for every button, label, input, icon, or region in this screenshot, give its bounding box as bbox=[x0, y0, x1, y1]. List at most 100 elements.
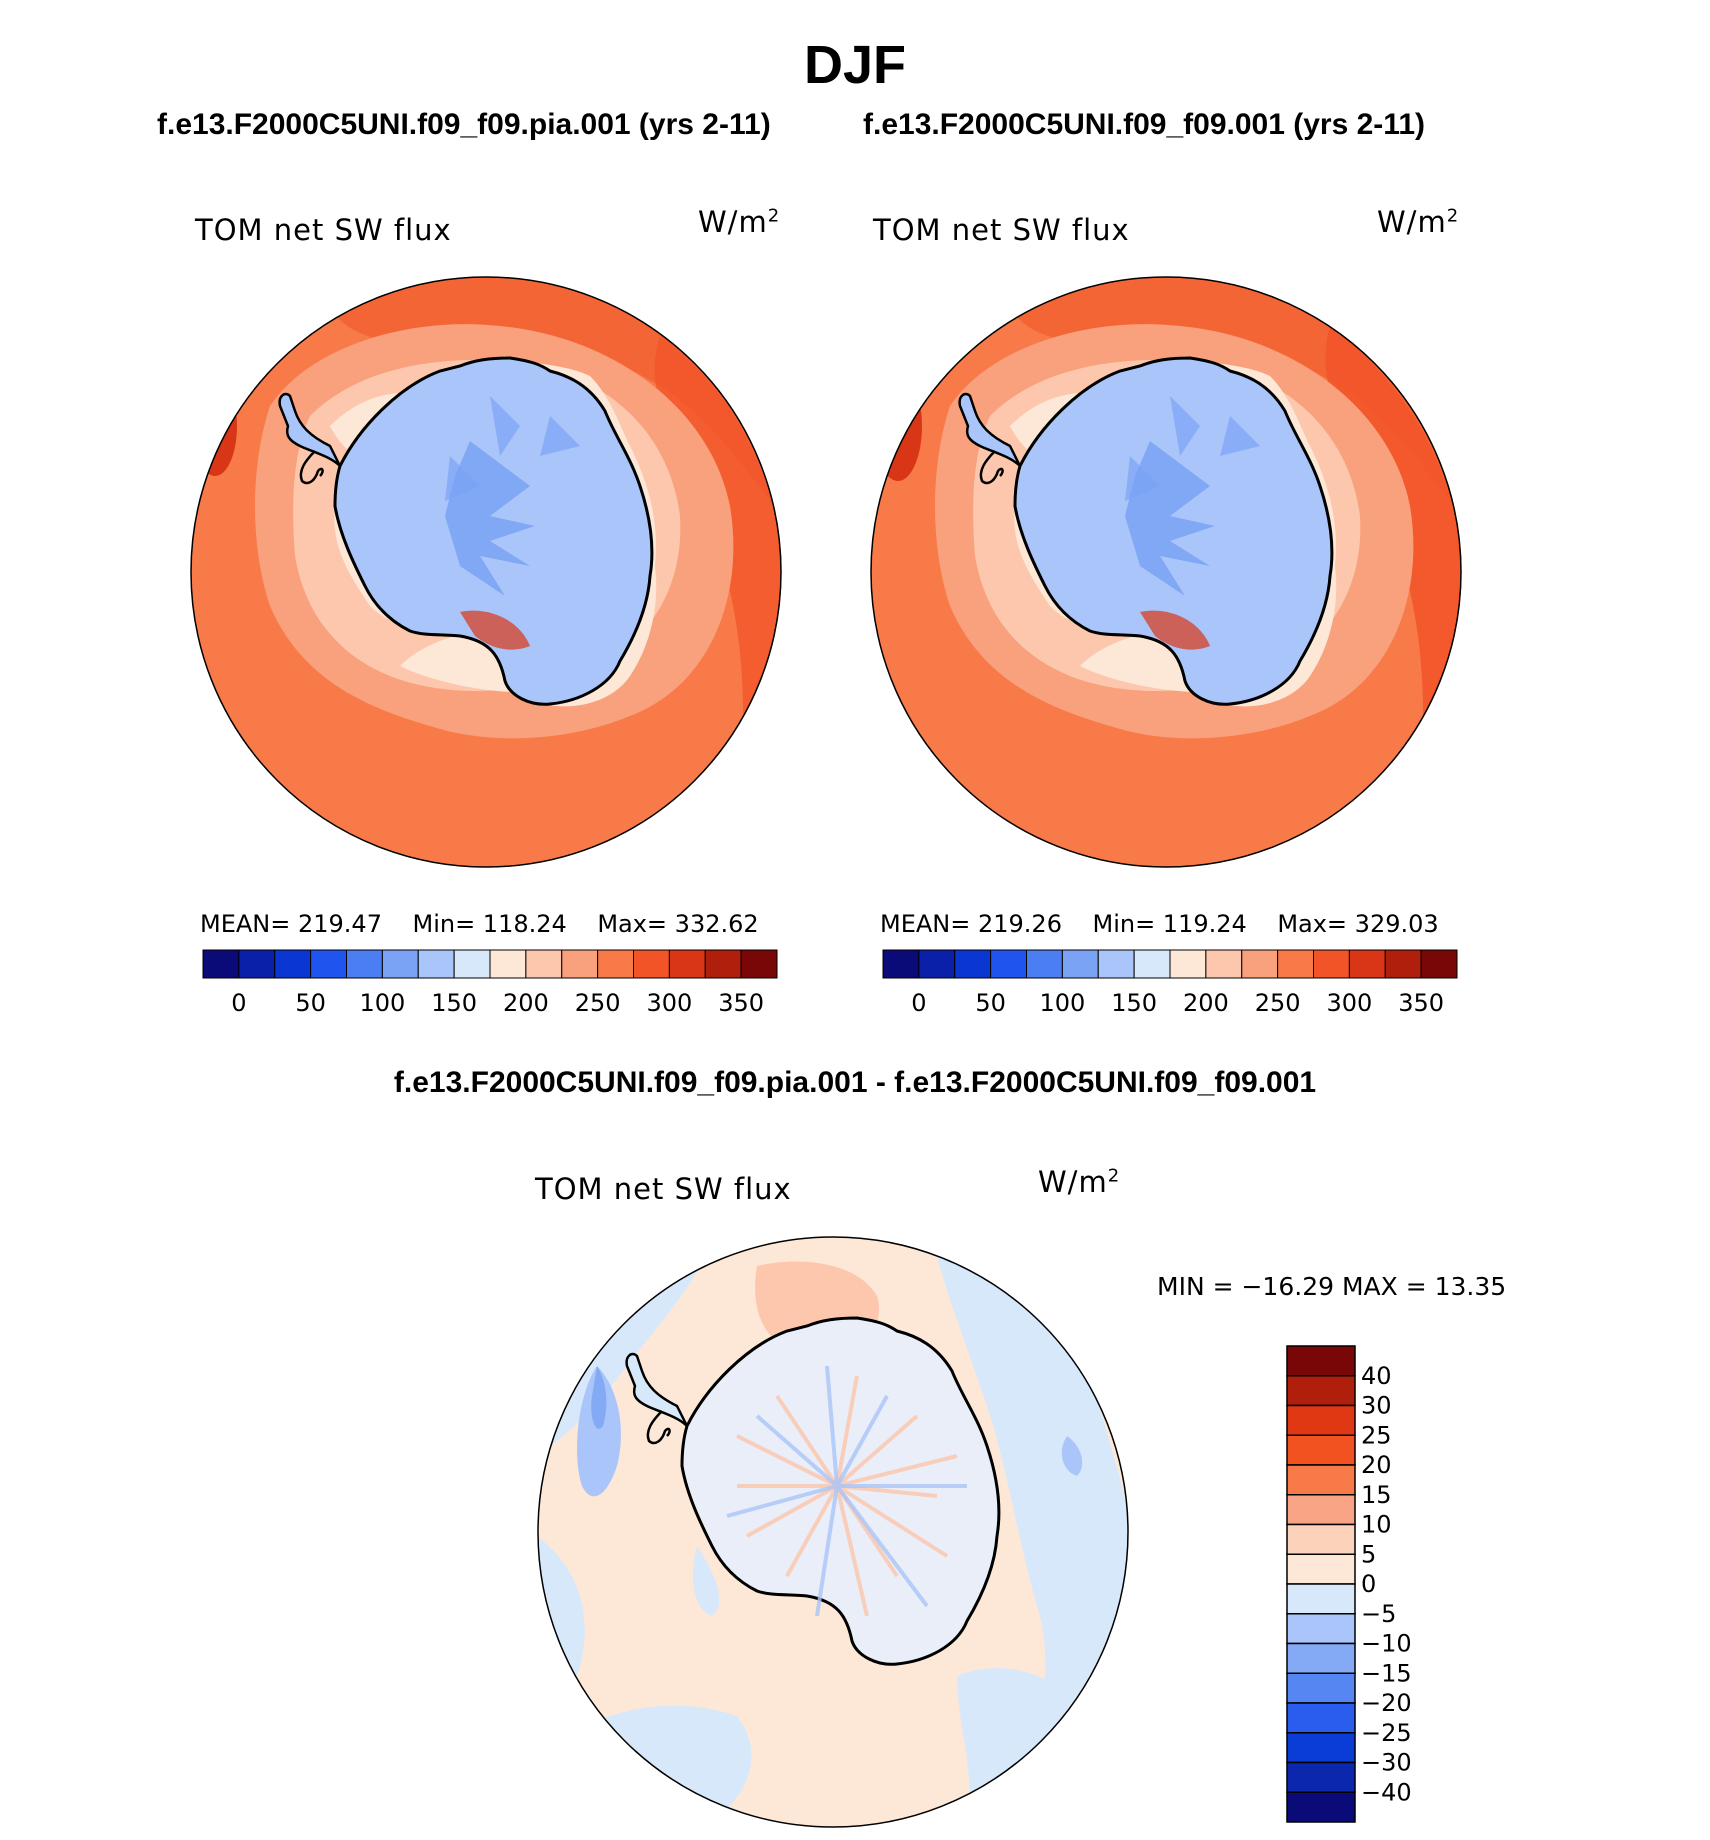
figure-title: DJF bbox=[803, 35, 906, 95]
colorbar-ctrl-tick-label: 100 bbox=[1039, 989, 1085, 1017]
colorbar-difference-color-box bbox=[1286, 1345, 1356, 1377]
max-value-ctrl: Max= 329.03 bbox=[1277, 910, 1439, 938]
colorbar-pia-tick-label: 350 bbox=[718, 989, 764, 1017]
variable-label-ctrl: TOM net SW flux bbox=[873, 213, 1130, 247]
colorbar-difference-color-box bbox=[1286, 1761, 1356, 1793]
colorbar-pia-color-box bbox=[704, 949, 742, 979]
colorbar-difference-tick-label: 40 bbox=[1361, 1362, 1392, 1390]
colorbar-difference-color-box bbox=[1286, 1464, 1356, 1496]
colorbar-pia-color-box bbox=[274, 949, 312, 979]
colorbar-ctrl-color-box bbox=[1384, 949, 1422, 979]
colorbar-difference-color-box bbox=[1286, 1642, 1356, 1674]
colorbar-ctrl-tick-label: 150 bbox=[1111, 989, 1157, 1017]
colorbar-pia-color-box bbox=[597, 949, 634, 979]
colorbar-difference-color-box bbox=[1286, 1583, 1356, 1615]
colorbar-difference-tick-label: 30 bbox=[1361, 1392, 1392, 1420]
colorbar-ctrl-color-box bbox=[1277, 949, 1314, 979]
colorbar-ctrl-color-box bbox=[882, 949, 920, 979]
colorbar-pia-color-box bbox=[417, 949, 455, 979]
units-label-ctrl: W/m2 bbox=[1377, 205, 1460, 239]
colorbar-ctrl-tick-label: 250 bbox=[1255, 989, 1301, 1017]
colorbar-difference-color-box bbox=[1286, 1672, 1356, 1704]
colorbar-difference-tick-label: −10 bbox=[1361, 1630, 1412, 1658]
colorbar-ctrl-tick-label: 0 bbox=[911, 989, 926, 1017]
colorbar-ctrl-color-box bbox=[1026, 949, 1063, 979]
colorbar-pia-color-box bbox=[381, 949, 419, 979]
colorbar-pia-color-box bbox=[453, 949, 491, 979]
colorbar-difference-tick-label: −15 bbox=[1361, 1659, 1412, 1687]
polar-map-ctrl bbox=[870, 276, 1462, 868]
panel-title-pia: f.e13.F2000C5UNI.f09_f09.pia.001 (yrs 2-… bbox=[157, 108, 771, 141]
min-value-pia: Min= 118.24 bbox=[412, 910, 567, 938]
colorbar-ctrl-color-box bbox=[954, 949, 992, 979]
units-label-diff: W/m2 bbox=[1038, 1165, 1121, 1199]
colorbar-difference-tick-label: 0 bbox=[1361, 1570, 1376, 1598]
colorbar-difference-tick-label: −40 bbox=[1361, 1778, 1412, 1806]
variable-label-pia: TOM net SW flux bbox=[195, 213, 452, 247]
units-label-pia: W/m2 bbox=[698, 205, 781, 239]
colorbar-pia-color-box bbox=[740, 949, 778, 979]
colorbar-pia-color-box bbox=[310, 949, 347, 979]
stats-pia: MEAN= 219.47 Min= 118.24 Max= 332.62 bbox=[200, 910, 759, 938]
colorbar-difference-color-box bbox=[1286, 1613, 1356, 1645]
colorbar-difference-tick-label: −25 bbox=[1361, 1719, 1412, 1747]
colorbar-difference-tick-label: 25 bbox=[1361, 1421, 1392, 1449]
colorbar-ctrl-color-box bbox=[1133, 949, 1171, 979]
colorbar-difference-color-box bbox=[1286, 1375, 1356, 1407]
colorbar-difference-color-box bbox=[1286, 1553, 1356, 1585]
colorbar-pia-color-box bbox=[668, 949, 706, 979]
max-value-pia: Max= 332.62 bbox=[597, 910, 759, 938]
colorbar-difference-tick-label: −30 bbox=[1361, 1749, 1412, 1777]
colorbar-difference-color-box bbox=[1286, 1404, 1356, 1436]
colorbar-pia-tick-label: 300 bbox=[646, 989, 692, 1017]
colorbar-pia-tick-label: 200 bbox=[503, 989, 549, 1017]
colorbar-pia-color-box bbox=[633, 949, 670, 979]
colorbar-pia-color-box bbox=[489, 949, 527, 979]
colorbar-ctrl-color-box bbox=[918, 949, 956, 979]
colorbar-pia-color-box bbox=[561, 949, 599, 979]
colorbar-ctrl-color-box bbox=[1061, 949, 1099, 979]
colorbar-ctrl-color-box bbox=[990, 949, 1027, 979]
colorbar-difference-color-box bbox=[1286, 1702, 1356, 1734]
colorbar-ctrl-tick-label: 200 bbox=[1183, 989, 1229, 1017]
stats-ctrl: MEAN= 219.26 Min= 119.24 Max= 329.03 bbox=[880, 910, 1439, 938]
variable-label-diff: TOM net SW flux bbox=[535, 1172, 792, 1206]
colorbar-ctrl-color-box bbox=[1241, 949, 1279, 979]
colorbar-ctrl-color-box bbox=[1348, 949, 1386, 979]
colorbar-ctrl-color-box bbox=[1097, 949, 1135, 979]
min-value-ctrl: Min= 119.24 bbox=[1092, 910, 1247, 938]
colorbar-ctrl: 0 50 100 150 200 250 300 350 bbox=[882, 949, 1458, 1017]
colorbar-difference-tick-label: 5 bbox=[1361, 1540, 1376, 1568]
colorbar-ctrl-tick-label: 350 bbox=[1398, 989, 1444, 1017]
polar-map-pia bbox=[190, 276, 782, 868]
panel-title-ctrl: f.e13.F2000C5UNI.f09_f09.001 (yrs 2-11) bbox=[863, 108, 1426, 141]
minmax-diff: MIN = −16.29 MAX = 13.35 bbox=[1157, 1272, 1507, 1301]
colorbar-pia-color-box bbox=[202, 949, 240, 979]
colorbar-ctrl-tick-label: 50 bbox=[975, 989, 1006, 1017]
colorbar-difference-color-box bbox=[1286, 1523, 1356, 1555]
difference-title: f.e13.F2000C5UNI.f09_f09.pia.001 - f.e13… bbox=[393, 1066, 1317, 1099]
colorbar-difference-tick-label: 10 bbox=[1361, 1511, 1392, 1539]
colorbar-ctrl-tick-label: 300 bbox=[1326, 989, 1372, 1017]
colorbar-pia-color-box bbox=[238, 949, 276, 979]
colorbar-pia-color-box bbox=[346, 949, 383, 979]
colorbar-pia: 0 50 100 150 200 250 300 350 bbox=[202, 949, 778, 1017]
colorbar-ctrl-color-box bbox=[1205, 949, 1243, 979]
colorbar-difference-tick-label: 15 bbox=[1361, 1481, 1392, 1509]
colorbar-pia-tick-label: 0 bbox=[231, 989, 246, 1017]
colorbar-pia-tick-label: 150 bbox=[431, 989, 477, 1017]
colorbar-pia-tick-label: 100 bbox=[359, 989, 405, 1017]
colorbar-pia-color-box bbox=[525, 949, 563, 979]
colorbar-pia-tick-label: 250 bbox=[575, 989, 621, 1017]
colorbar-difference-tick-label: −20 bbox=[1361, 1689, 1412, 1717]
colorbar-difference-color-box bbox=[1286, 1494, 1356, 1526]
mean-value-pia: MEAN= 219.47 bbox=[200, 910, 382, 938]
colorbar-difference-color-box bbox=[1286, 1791, 1356, 1823]
colorbar-difference-color-box bbox=[1286, 1732, 1356, 1764]
colorbar-difference-tick-label: −5 bbox=[1361, 1600, 1396, 1628]
colorbar-difference-tick-label: 20 bbox=[1361, 1451, 1392, 1479]
mean-value-ctrl: MEAN= 219.26 bbox=[880, 910, 1062, 938]
colorbar-pia-tick-label: 50 bbox=[295, 989, 326, 1017]
colorbar-ctrl-color-box bbox=[1313, 949, 1350, 979]
